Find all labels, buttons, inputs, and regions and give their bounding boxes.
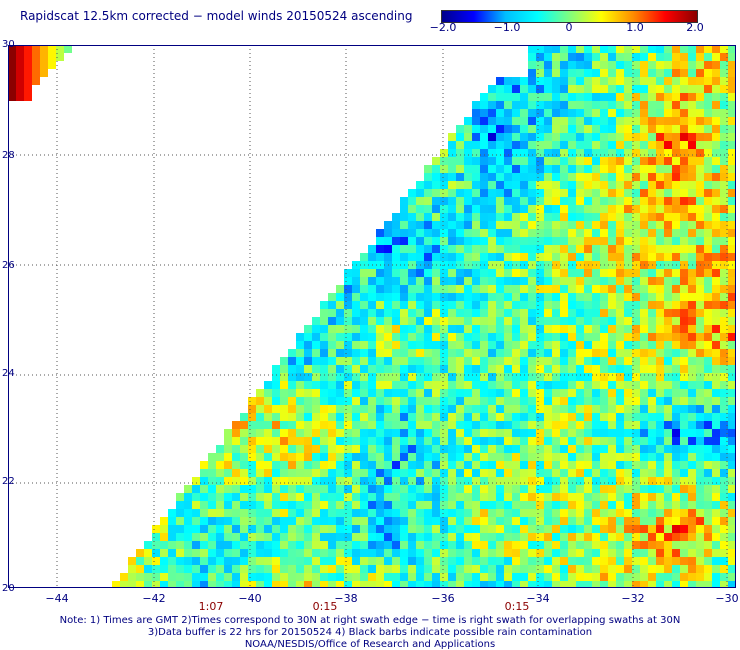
colorbar-tick: −2.0 xyxy=(429,21,457,34)
colorbar-gradient xyxy=(442,11,697,22)
lat-label: 30 xyxy=(2,39,15,50)
wind-difference-map xyxy=(8,45,736,588)
lon-label: −38 xyxy=(334,592,358,605)
lat-label: 22 xyxy=(2,476,15,487)
map-frame xyxy=(8,45,736,588)
lon-label: −36 xyxy=(431,592,455,605)
note-line: 3)Data buffer is 22 hrs for 20150524 4) … xyxy=(147,627,593,638)
note-line: NOAA/NESDIS/Office of Research and Appli… xyxy=(244,639,496,650)
lon-label: −40 xyxy=(238,592,262,605)
map-title: Rapidscat 12.5km corrected − model winds… xyxy=(20,9,413,23)
lat-label: 26 xyxy=(2,260,15,271)
lat-label: 28 xyxy=(2,150,15,161)
lat-label: 20 xyxy=(2,583,15,594)
colorbar-tick: 1.0 xyxy=(626,21,644,34)
map-plot-area xyxy=(8,45,736,588)
graticule xyxy=(8,45,736,588)
time-label: 0:15 xyxy=(312,600,338,613)
time-label: 1:07 xyxy=(198,600,224,613)
lon-label: −44 xyxy=(45,592,69,605)
lon-label: −34 xyxy=(526,592,550,605)
colorbar-tick: −1.0 xyxy=(493,21,521,34)
note-line: Note: 1) Times are GMT 2)Times correspon… xyxy=(59,615,681,626)
colorbar-tick: 2.0 xyxy=(686,21,704,34)
lon-label: −32 xyxy=(621,592,645,605)
swath-cells xyxy=(8,45,736,588)
time-label: 0:15 xyxy=(504,600,530,613)
lon-label: −42 xyxy=(142,592,166,605)
colorbar-tick: 0 xyxy=(565,21,573,34)
colorbar xyxy=(441,10,698,23)
lon-label: −30 xyxy=(715,592,739,605)
lat-label: 24 xyxy=(2,368,15,379)
